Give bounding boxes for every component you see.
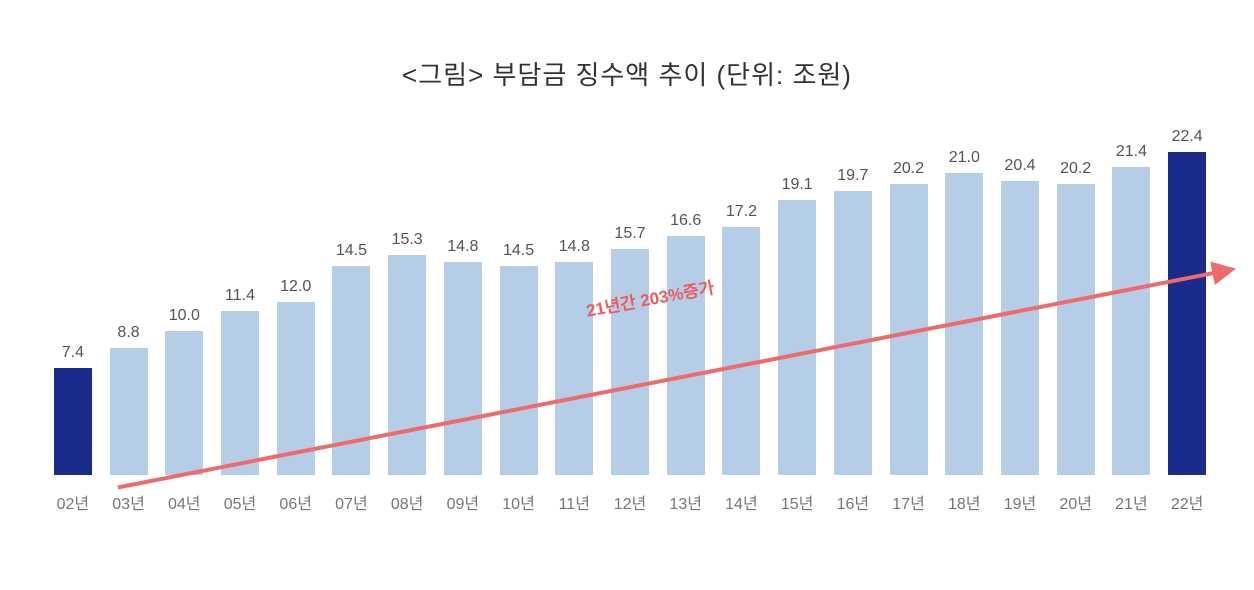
value-label: 19.7 [825, 167, 881, 185]
bar [221, 311, 259, 475]
bar-slot: 17.2 [714, 115, 770, 475]
bar [332, 266, 370, 475]
value-label: 20.2 [1048, 160, 1104, 178]
x-axis-label: 09년 [435, 490, 491, 514]
value-label: 8.8 [101, 324, 157, 342]
x-axis-label: 08년 [379, 490, 435, 514]
value-label: 16.6 [658, 212, 714, 230]
bar [444, 262, 482, 475]
chart-area: 7.48.810.011.412.014.515.314.814.514.815… [45, 115, 1215, 475]
chart-title: <그림> 부담금 징수액 추이 (단위: 조원) [0, 55, 1254, 92]
bar [834, 191, 872, 475]
x-axis-label: 07년 [324, 490, 380, 514]
value-label: 10.0 [156, 307, 212, 325]
x-axis-label: 10년 [491, 490, 547, 514]
x-axis-label: 22년 [1159, 490, 1215, 514]
value-label: 7.4 [45, 344, 101, 362]
bar-slot: 14.5 [491, 115, 547, 475]
value-label: 22.4 [1159, 128, 1215, 146]
value-label: 21.4 [1104, 143, 1160, 161]
bar-slot: 10.0 [156, 115, 212, 475]
bar-slot: 14.5 [324, 115, 380, 475]
bar-slot: 12.0 [268, 115, 324, 475]
bar [1112, 167, 1150, 475]
bar [890, 184, 928, 475]
bar [1001, 181, 1039, 475]
x-axis: 02년03년04년05년06년07년08년09년10년11년12년13년14년1… [45, 490, 1215, 520]
bar-slot: 20.4 [992, 115, 1048, 475]
value-label: 17.2 [714, 203, 770, 221]
value-label: 14.8 [546, 238, 602, 256]
bar-slot: 19.1 [769, 115, 825, 475]
value-label: 20.2 [881, 160, 937, 178]
x-axis-label: 17년 [881, 490, 937, 514]
bar [778, 200, 816, 475]
x-axis-label: 16년 [825, 490, 881, 514]
value-label: 15.7 [602, 225, 658, 243]
bar-slot: 8.8 [101, 115, 157, 475]
bar [165, 331, 203, 475]
x-axis-label: 02년 [45, 490, 101, 514]
x-axis-label: 15년 [769, 490, 825, 514]
chart-container: <그림> 부담금 징수액 추이 (단위: 조원) 7.48.810.011.41… [0, 0, 1254, 547]
bar [555, 262, 593, 475]
bar [1057, 184, 1095, 475]
x-axis-label: 13년 [658, 490, 714, 514]
x-axis-label: 11년 [546, 490, 602, 514]
value-label: 14.5 [491, 242, 547, 260]
bar-slot: 11.4 [212, 115, 268, 475]
bar [611, 249, 649, 475]
x-axis-label: 06년 [268, 490, 324, 514]
x-axis-label: 18년 [936, 490, 992, 514]
value-label: 14.8 [435, 238, 491, 256]
bar [388, 255, 426, 475]
bar [54, 368, 92, 475]
bar-slot: 21.0 [936, 115, 992, 475]
value-label: 20.4 [992, 157, 1048, 175]
bar-slot: 20.2 [881, 115, 937, 475]
bar-slot: 19.7 [825, 115, 881, 475]
bar [277, 302, 315, 475]
bar-slot: 21.4 [1104, 115, 1160, 475]
x-axis-label: 04년 [156, 490, 212, 514]
x-axis-label: 03년 [101, 490, 157, 514]
bar [722, 227, 760, 475]
bar [667, 236, 705, 475]
value-label: 14.5 [324, 242, 380, 260]
x-axis-label: 14년 [714, 490, 770, 514]
value-label: 15.3 [379, 231, 435, 249]
x-axis-label: 21년 [1104, 490, 1160, 514]
bar-slot: 7.4 [45, 115, 101, 475]
bar [110, 348, 148, 475]
x-axis-label: 19년 [992, 490, 1048, 514]
bar-slot: 20.2 [1048, 115, 1104, 475]
value-label: 21.0 [936, 149, 992, 167]
value-label: 12.0 [268, 278, 324, 296]
bar [1168, 152, 1206, 475]
x-axis-label: 05년 [212, 490, 268, 514]
value-label: 11.4 [212, 287, 268, 305]
x-axis-label: 12년 [602, 490, 658, 514]
bar [945, 173, 983, 475]
x-axis-label: 20년 [1048, 490, 1104, 514]
bar-slot: 14.8 [435, 115, 491, 475]
bar [500, 266, 538, 475]
bar-slot: 15.3 [379, 115, 435, 475]
value-label: 19.1 [769, 176, 825, 194]
bar-slot: 22.4 [1159, 115, 1215, 475]
